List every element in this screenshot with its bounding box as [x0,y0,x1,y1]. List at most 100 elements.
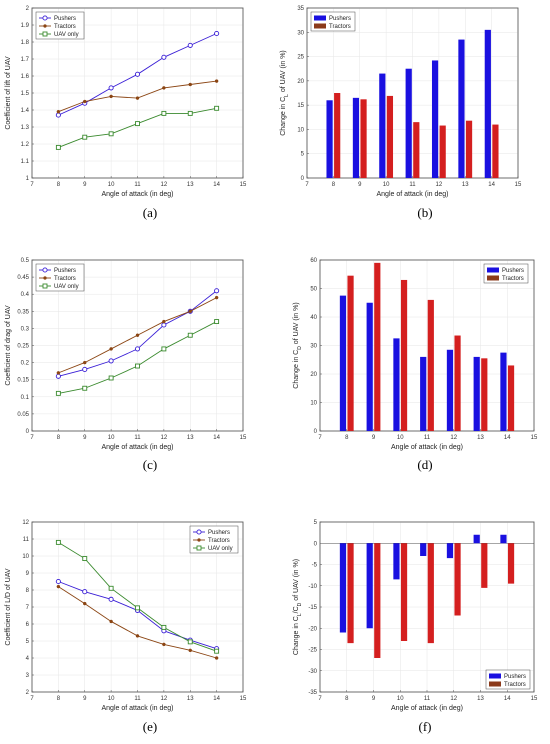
y-axis-label: Coefficient of lift of UAV [5,56,12,130]
y-axis-label-part: of UAV (in %) [293,302,300,346]
data-point-uav-only [55,390,61,396]
x-tick-label: 7 [30,182,34,188]
data-point-tractors [56,371,61,375]
y-axis-label-part: L [297,613,303,616]
bar-tractors [427,299,434,431]
y-tick-label: -35 [308,690,317,696]
bar-tractors [427,543,434,644]
y-tick-label: 0.45 [17,275,29,281]
data-point-tractors [162,642,166,647]
bar-tractors [481,358,488,431]
y-axis-label-part: of UAV (in %) [293,559,300,603]
x-axis-label: Angle of attack (in deg) [102,191,174,198]
chart-panel-b: 7 8 9 10 11 12 13 14 15 0 5 10 15 20 25 30 35 Angle of at… [280,6,522,220]
x-axis-label: Angle of attack (in deg) [391,444,463,451]
data-point-uav-only [82,385,88,391]
y-axis-label: Change in CL/CD of UAV (in %) [293,559,303,655]
bar-pushers [339,543,347,633]
data-point-pushers [134,71,141,77]
bar-pushers [379,73,386,178]
y-tick-label: 1.6 [21,74,30,80]
y-tick-label: 2 [26,690,30,696]
y-tick-label: 60 [310,258,317,264]
data-point-uav-only [108,131,114,137]
x-tick-label: 10 [108,435,115,441]
data-point-tractors [109,94,113,99]
y-tick-label: 25 [297,55,304,61]
bar-tractors [454,543,461,616]
bar-tractors [481,543,488,588]
x-tick-label: 10 [397,696,404,702]
plot-frame [31,7,244,179]
data-point-tractors [214,79,219,83]
legend-marker-swatch [196,545,202,551]
y-tick-label: 0 [26,429,30,435]
legend-label: UAV only [208,546,233,552]
bar-tractors [492,124,499,178]
y-tick-label: 10 [310,401,317,407]
y-tick-label: 6 [26,622,30,628]
bar-tractors [347,275,354,431]
bar-pushers [500,352,507,431]
x-tick-label: 12 [161,696,168,702]
x-tick-label: 11 [424,696,431,702]
y-tick-label: 2 [26,6,30,12]
data-point-uav-only [82,134,88,140]
x-tick-label: 7 [30,696,34,702]
x-tick-label: 12 [161,435,168,441]
data-point-uav-only [82,556,88,561]
legend-label: Pushers [504,674,526,680]
legend-marker-swatch [197,538,201,542]
y-tick-label: 35 [297,6,304,12]
data-point-uav-only [161,624,167,630]
data-point-uav-only [161,110,167,116]
bar-tractors [454,335,461,431]
y-tick-label: 15 [297,103,304,109]
data-point-tractors [109,619,113,624]
legend-label: Tractors [54,276,76,282]
plot-frame [31,259,244,432]
bar-tractors [334,93,341,178]
y-tick-label: 1.9 [21,23,30,29]
bar-tractors [507,365,515,431]
y-tick-label: 0.25 [17,344,29,350]
chart-panel-a: 7 8 9 10 11 12 13 14 15 1 1.1 1.2 1.3 1.4 1.5 1.6 1.7 1.8… [5,6,247,220]
bar-pushers [326,100,333,178]
x-tick-label: 12 [161,182,168,188]
legend-bar-swatch [487,275,499,281]
x-tick-label: 11 [134,696,141,702]
bar-tractors [400,279,408,431]
bar-tractors [347,543,354,644]
bar-pushers [366,302,373,431]
data-point-tractors [135,634,140,638]
y-tick-label: 10 [297,127,304,133]
x-tick-label: 10 [108,182,115,188]
x-tick-label: 15 [240,435,247,441]
y-axis-label-part: L [284,94,290,97]
bar-pushers [366,543,373,629]
y-tick-label: -10 [308,584,317,590]
y-tick-label: -20 [308,626,317,632]
plot-frame [319,521,535,693]
y-axis-label-part: Change in C [293,616,300,655]
data-point-tractors [56,584,61,589]
y-tick-label: 0.05 [17,412,29,418]
y-tick-label: 0.2 [21,361,30,367]
x-tick-label: 8 [57,696,61,702]
x-tick-label: 7 [318,696,322,702]
bar-pushers [352,97,360,178]
legend-label: UAV only [54,284,79,290]
legend-label: Pushers [54,268,76,274]
bar-tractors [360,99,367,178]
y-axis-label-part: /C [293,606,300,613]
x-tick-label: 12 [450,696,457,702]
x-tick-label: 14 [504,435,511,441]
x-tick-label: 10 [383,182,390,188]
y-tick-label: 30 [297,30,304,36]
x-tick-label: 7 [30,435,34,441]
data-point-tractors [83,601,87,606]
panel-label: (a) [143,205,157,220]
y-tick-label: 0 [314,429,318,435]
x-tick-label: 10 [397,435,404,441]
data-point-uav-only [214,319,220,325]
